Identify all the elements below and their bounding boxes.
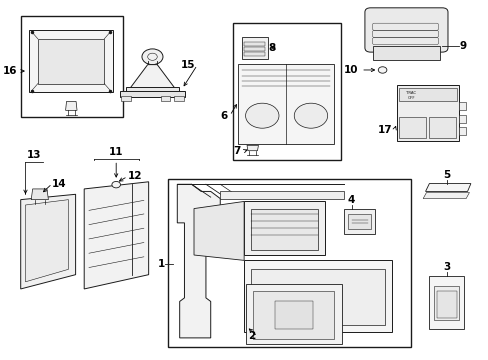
Bar: [458, 115, 465, 123]
Polygon shape: [428, 276, 463, 329]
Polygon shape: [84, 182, 148, 289]
Circle shape: [378, 67, 386, 73]
Bar: [160, 96, 170, 102]
Polygon shape: [245, 284, 341, 344]
Text: 2: 2: [247, 332, 255, 342]
Polygon shape: [129, 64, 175, 89]
Bar: [233, 23, 340, 160]
Polygon shape: [244, 260, 391, 332]
Polygon shape: [244, 202, 325, 255]
Bar: [436, 291, 456, 318]
Text: 1: 1: [158, 259, 165, 269]
Polygon shape: [194, 202, 244, 260]
Text: 17: 17: [377, 125, 391, 135]
Bar: [20, 16, 123, 117]
Text: 10: 10: [344, 65, 358, 75]
Polygon shape: [425, 184, 470, 192]
Polygon shape: [396, 85, 458, 141]
Polygon shape: [126, 87, 178, 93]
Polygon shape: [220, 192, 344, 199]
Bar: [167, 179, 410, 347]
Text: 8: 8: [267, 43, 275, 53]
Polygon shape: [246, 145, 258, 151]
Bar: [399, 88, 456, 102]
Polygon shape: [29, 30, 113, 93]
Circle shape: [142, 49, 163, 64]
Bar: [347, 214, 370, 229]
Polygon shape: [253, 292, 334, 339]
Text: 12: 12: [128, 171, 142, 181]
Bar: [458, 103, 465, 111]
Circle shape: [112, 181, 120, 188]
Text: 7: 7: [233, 147, 240, 157]
Bar: [241, 37, 267, 59]
Bar: [344, 208, 375, 234]
Text: 15: 15: [180, 60, 195, 70]
Polygon shape: [31, 189, 48, 200]
Polygon shape: [251, 208, 318, 249]
Polygon shape: [120, 91, 184, 97]
Polygon shape: [372, 46, 439, 60]
Bar: [243, 53, 264, 56]
Polygon shape: [38, 39, 104, 84]
Polygon shape: [25, 200, 68, 282]
FancyBboxPatch shape: [364, 8, 447, 52]
Bar: [174, 96, 183, 102]
Circle shape: [245, 103, 279, 128]
Text: 5: 5: [443, 170, 450, 180]
Polygon shape: [65, 102, 77, 111]
Circle shape: [294, 103, 327, 128]
Polygon shape: [422, 193, 468, 199]
Bar: [399, 117, 425, 138]
Bar: [458, 127, 465, 135]
Text: 3: 3: [442, 262, 449, 272]
Text: 13: 13: [27, 150, 41, 160]
Bar: [243, 48, 264, 51]
Text: TRAC
OFF: TRAC OFF: [406, 91, 415, 100]
Bar: [243, 42, 264, 46]
Text: 11: 11: [109, 147, 123, 157]
Polygon shape: [20, 194, 76, 289]
Polygon shape: [177, 184, 220, 338]
Bar: [121, 96, 131, 102]
Text: 16: 16: [3, 66, 18, 76]
Bar: [433, 287, 458, 320]
Polygon shape: [238, 64, 333, 144]
Text: 14: 14: [52, 179, 67, 189]
Bar: [428, 117, 455, 138]
Polygon shape: [274, 301, 312, 329]
Text: 9: 9: [459, 41, 466, 51]
Text: 6: 6: [220, 111, 227, 121]
Polygon shape: [251, 269, 384, 325]
Text: 4: 4: [347, 195, 354, 205]
